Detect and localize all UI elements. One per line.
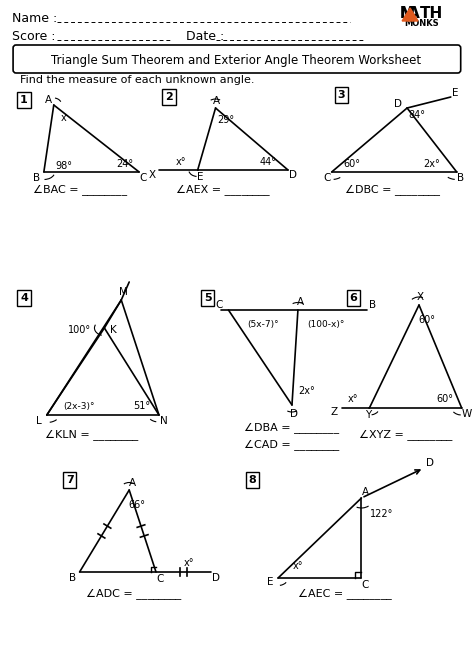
Text: ∠BAC = ________: ∠BAC = ________ (33, 184, 127, 196)
Text: E: E (197, 172, 204, 182)
Text: D: D (290, 409, 298, 419)
Text: B: B (69, 573, 76, 583)
Text: D: D (211, 573, 219, 583)
Text: K: K (110, 325, 117, 335)
FancyBboxPatch shape (13, 45, 461, 73)
Text: ∠XYZ = ________: ∠XYZ = ________ (359, 429, 453, 440)
Text: D: D (289, 170, 297, 180)
Text: 4: 4 (20, 293, 28, 303)
Text: 29°: 29° (217, 115, 234, 125)
Text: ∠AEX = ________: ∠AEX = ________ (175, 184, 269, 196)
Text: C: C (156, 574, 164, 584)
Text: 3: 3 (338, 90, 345, 100)
Text: C: C (216, 300, 223, 310)
Text: Y: Y (365, 410, 371, 420)
Text: C: C (323, 173, 331, 183)
Text: Date :: Date : (186, 29, 224, 42)
Text: D: D (426, 458, 434, 468)
Polygon shape (402, 8, 418, 21)
Text: Score :: Score : (12, 29, 56, 42)
Text: A: A (408, 5, 420, 21)
Text: B: B (457, 173, 464, 183)
Text: 24°: 24° (117, 159, 134, 169)
Text: MONKS: MONKS (404, 19, 439, 27)
Text: 2x°: 2x° (298, 386, 315, 396)
Text: Name :: Name : (12, 11, 57, 25)
Text: X: X (416, 292, 423, 302)
Text: ∠AEC = ________: ∠AEC = ________ (298, 588, 392, 600)
Text: 98°: 98° (55, 161, 72, 171)
Text: B: B (33, 173, 41, 183)
Text: 1: 1 (20, 95, 28, 105)
Text: 60°: 60° (343, 159, 360, 169)
Text: A: A (362, 487, 369, 497)
Text: Z: Z (330, 407, 337, 417)
Text: (5x-7)°: (5x-7)° (247, 320, 279, 328)
Text: C: C (362, 580, 369, 590)
Text: N: N (160, 416, 168, 426)
Text: 100°: 100° (68, 325, 91, 335)
Text: 7: 7 (66, 475, 73, 485)
Text: X: X (149, 170, 156, 180)
Text: 60°: 60° (436, 394, 453, 404)
Text: 51°: 51° (133, 401, 151, 411)
Text: ∠CAD = ________: ∠CAD = ________ (245, 440, 340, 450)
Text: A: A (213, 96, 220, 106)
Text: M: M (399, 5, 414, 21)
Text: x: x (61, 113, 67, 123)
Text: A: A (129, 478, 136, 488)
Text: B: B (369, 300, 376, 310)
Text: ∠ADC = ________: ∠ADC = ________ (86, 588, 181, 600)
Text: D: D (394, 99, 402, 109)
Text: 8: 8 (248, 475, 256, 485)
Text: 122°: 122° (369, 509, 393, 519)
Text: x°: x° (175, 157, 186, 167)
Text: Find the measure of each unknown angle.: Find the measure of each unknown angle. (20, 75, 254, 85)
Text: 44°: 44° (260, 157, 277, 167)
Text: ∠KLN = ________: ∠KLN = ________ (45, 429, 138, 440)
Text: x°: x° (293, 561, 303, 571)
Text: x°: x° (184, 558, 194, 568)
Text: 66°: 66° (129, 500, 146, 510)
Text: E: E (267, 577, 273, 587)
Text: A: A (45, 95, 53, 105)
Text: W: W (462, 409, 472, 419)
Text: ∠DBA = ________: ∠DBA = ________ (245, 423, 340, 433)
Text: 60°: 60° (419, 315, 436, 325)
Text: ∠DBC = ________: ∠DBC = ________ (345, 184, 440, 196)
Text: 6: 6 (350, 293, 358, 303)
Text: 2: 2 (165, 92, 173, 102)
Text: 84°: 84° (409, 110, 426, 120)
Text: x°: x° (347, 394, 358, 404)
Text: M: M (119, 287, 128, 297)
Text: M: M (399, 5, 412, 21)
Text: L: L (36, 416, 42, 426)
Text: A: A (298, 297, 305, 307)
Text: 2x°: 2x° (423, 159, 440, 169)
Text: (2x-3)°: (2x-3)° (63, 401, 94, 411)
Text: (100-x)°: (100-x)° (307, 320, 344, 328)
Text: E: E (453, 88, 459, 98)
Text: TH: TH (420, 5, 443, 21)
Text: 5: 5 (204, 293, 211, 303)
Text: Triangle Sum Theorem and Exterior Angle Theorem Worksheet: Triangle Sum Theorem and Exterior Angle … (52, 54, 421, 66)
Text: C: C (140, 173, 147, 183)
